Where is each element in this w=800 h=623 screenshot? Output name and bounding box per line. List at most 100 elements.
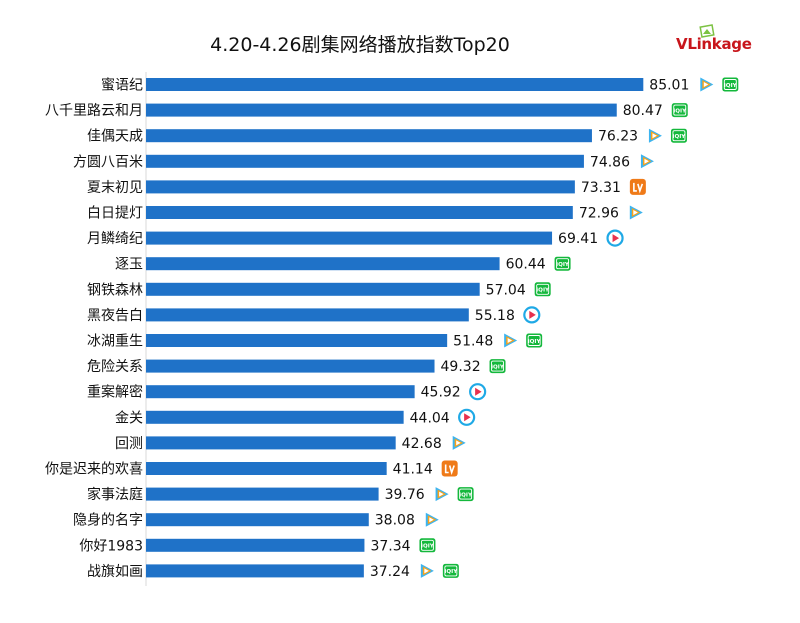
- bar: [146, 410, 404, 424]
- mango-tv-icon: [629, 178, 646, 195]
- value-label: 85.01: [649, 78, 689, 94]
- category-label: 逐玉: [115, 257, 143, 273]
- bar: [146, 359, 435, 373]
- bar: [146, 385, 415, 399]
- bar: [146, 206, 573, 219]
- iqiyi-badge-text: iQIY: [444, 569, 458, 575]
- iqiyi-icon: iQIY: [671, 103, 688, 118]
- value-label: 49.32: [441, 359, 481, 375]
- value-label: 41.14: [393, 462, 433, 478]
- chart-title: 4.20-4.26剧集网络播放指数Top20: [210, 34, 510, 56]
- iqiyi-icon: iQIY: [534, 282, 551, 297]
- category-label: 家事法庭: [87, 486, 143, 503]
- category-label: 八千里路云和月: [45, 103, 143, 119]
- iqiyi-icon: iQIY: [457, 487, 474, 502]
- category-label: 佳偶天成: [87, 129, 143, 145]
- tencent-video-icon: [629, 205, 643, 220]
- iqiyi-badge-text: iQIY: [556, 262, 570, 268]
- category-label: 你是迟来的欢喜: [45, 462, 143, 478]
- category-label: 黑夜告白: [87, 308, 143, 324]
- bar: [146, 308, 469, 322]
- tencent-video-icon: [700, 77, 714, 92]
- category-label: 隐身的名字: [73, 513, 143, 529]
- iqiyi-badge-text: iQIY: [673, 134, 687, 140]
- tencent-video-icon: [648, 128, 662, 143]
- iqiyi-icon: iQIY: [489, 359, 506, 374]
- bar: [146, 513, 369, 527]
- value-label: 74.86: [590, 154, 630, 170]
- tencent-video-icon: [435, 487, 449, 502]
- value-label: 72.96: [579, 206, 619, 222]
- youku-icon: [606, 229, 624, 247]
- bar: [146, 282, 480, 296]
- iqiyi-icon: iQIY: [526, 333, 543, 348]
- value-label: 42.68: [402, 436, 442, 452]
- tencent-video-icon: [425, 512, 439, 527]
- iqiyi-badge-text: iQIY: [491, 364, 505, 370]
- bar: [146, 564, 364, 578]
- iqiyi-badge-text: iQIY: [673, 108, 687, 114]
- category-label: 夏末初见: [87, 179, 143, 196]
- youku-icon: [523, 306, 541, 324]
- bar: [146, 538, 365, 552]
- value-label: 73.31: [581, 180, 621, 196]
- value-label: 37.24: [370, 564, 410, 580]
- category-label: 冰湖重生: [87, 334, 143, 350]
- logo-text: Linkage: [687, 35, 752, 53]
- value-label: 80.47: [623, 103, 663, 119]
- value-label: 69.41: [558, 231, 598, 247]
- value-label: 55.18: [475, 308, 515, 324]
- value-label: 37.34: [370, 538, 410, 554]
- category-label: 白日提灯: [87, 206, 143, 222]
- category-label: 回测: [115, 436, 143, 452]
- bar: [146, 78, 644, 91]
- iqiyi-icon: iQIY: [442, 563, 459, 578]
- category-label: 危险关系: [87, 359, 143, 375]
- bar: [146, 334, 448, 347]
- tencent-video-icon: [504, 333, 518, 348]
- youku-icon: [469, 383, 487, 401]
- category-label: 方圆八百米: [73, 154, 143, 170]
- category-label: 金关: [115, 410, 143, 426]
- tencent-video-icon: [452, 435, 466, 450]
- logo-prefix: V: [676, 35, 688, 53]
- iqiyi-icon: iQIY: [722, 77, 739, 92]
- iqiyi-icon: iQIY: [419, 538, 436, 553]
- value-label: 38.08: [375, 513, 415, 529]
- iqiyi-badge-text: iQIY: [421, 544, 435, 550]
- iqiyi-badge-text: iQIY: [528, 339, 542, 345]
- logo-mark-icon: [699, 24, 715, 38]
- category-label: 蜜语纪: [101, 78, 143, 94]
- mango-tv-icon: [441, 460, 458, 477]
- iqiyi-icon: iQIY: [670, 128, 687, 143]
- bar: [146, 154, 584, 168]
- value-label: 51.48: [453, 334, 493, 350]
- value-label: 45.92: [421, 385, 461, 401]
- tencent-video-icon: [420, 563, 434, 578]
- bar: [146, 257, 500, 271]
- youku-icon: [458, 408, 476, 426]
- category-label: 钢铁森林: [87, 282, 143, 298]
- value-label: 44.04: [410, 410, 450, 426]
- category-label: 战旗如画: [87, 564, 143, 580]
- value-label: 76.23: [598, 129, 638, 145]
- bar: [146, 462, 387, 475]
- bar: [146, 129, 592, 143]
- iqiyi-badge-text: iQIY: [536, 288, 550, 294]
- bar: [146, 180, 575, 194]
- tencent-video-icon: [640, 154, 654, 169]
- bar: [146, 231, 553, 245]
- iqiyi-badge-text: iQIY: [724, 83, 738, 89]
- value-label: 57.04: [486, 282, 526, 298]
- vlinkage-logo: VLinkage: [676, 22, 766, 58]
- category-label: 重案解密: [87, 384, 143, 401]
- category-label: 你好1983: [79, 538, 143, 554]
- value-label: 60.44: [506, 257, 546, 273]
- bar: [146, 436, 396, 450]
- value-label: 39.76: [385, 487, 425, 503]
- bar: [146, 103, 617, 117]
- bar: [146, 487, 379, 501]
- iqiyi-badge-text: iQIY: [459, 492, 473, 498]
- category-label: 月鳞绮纪: [87, 231, 143, 247]
